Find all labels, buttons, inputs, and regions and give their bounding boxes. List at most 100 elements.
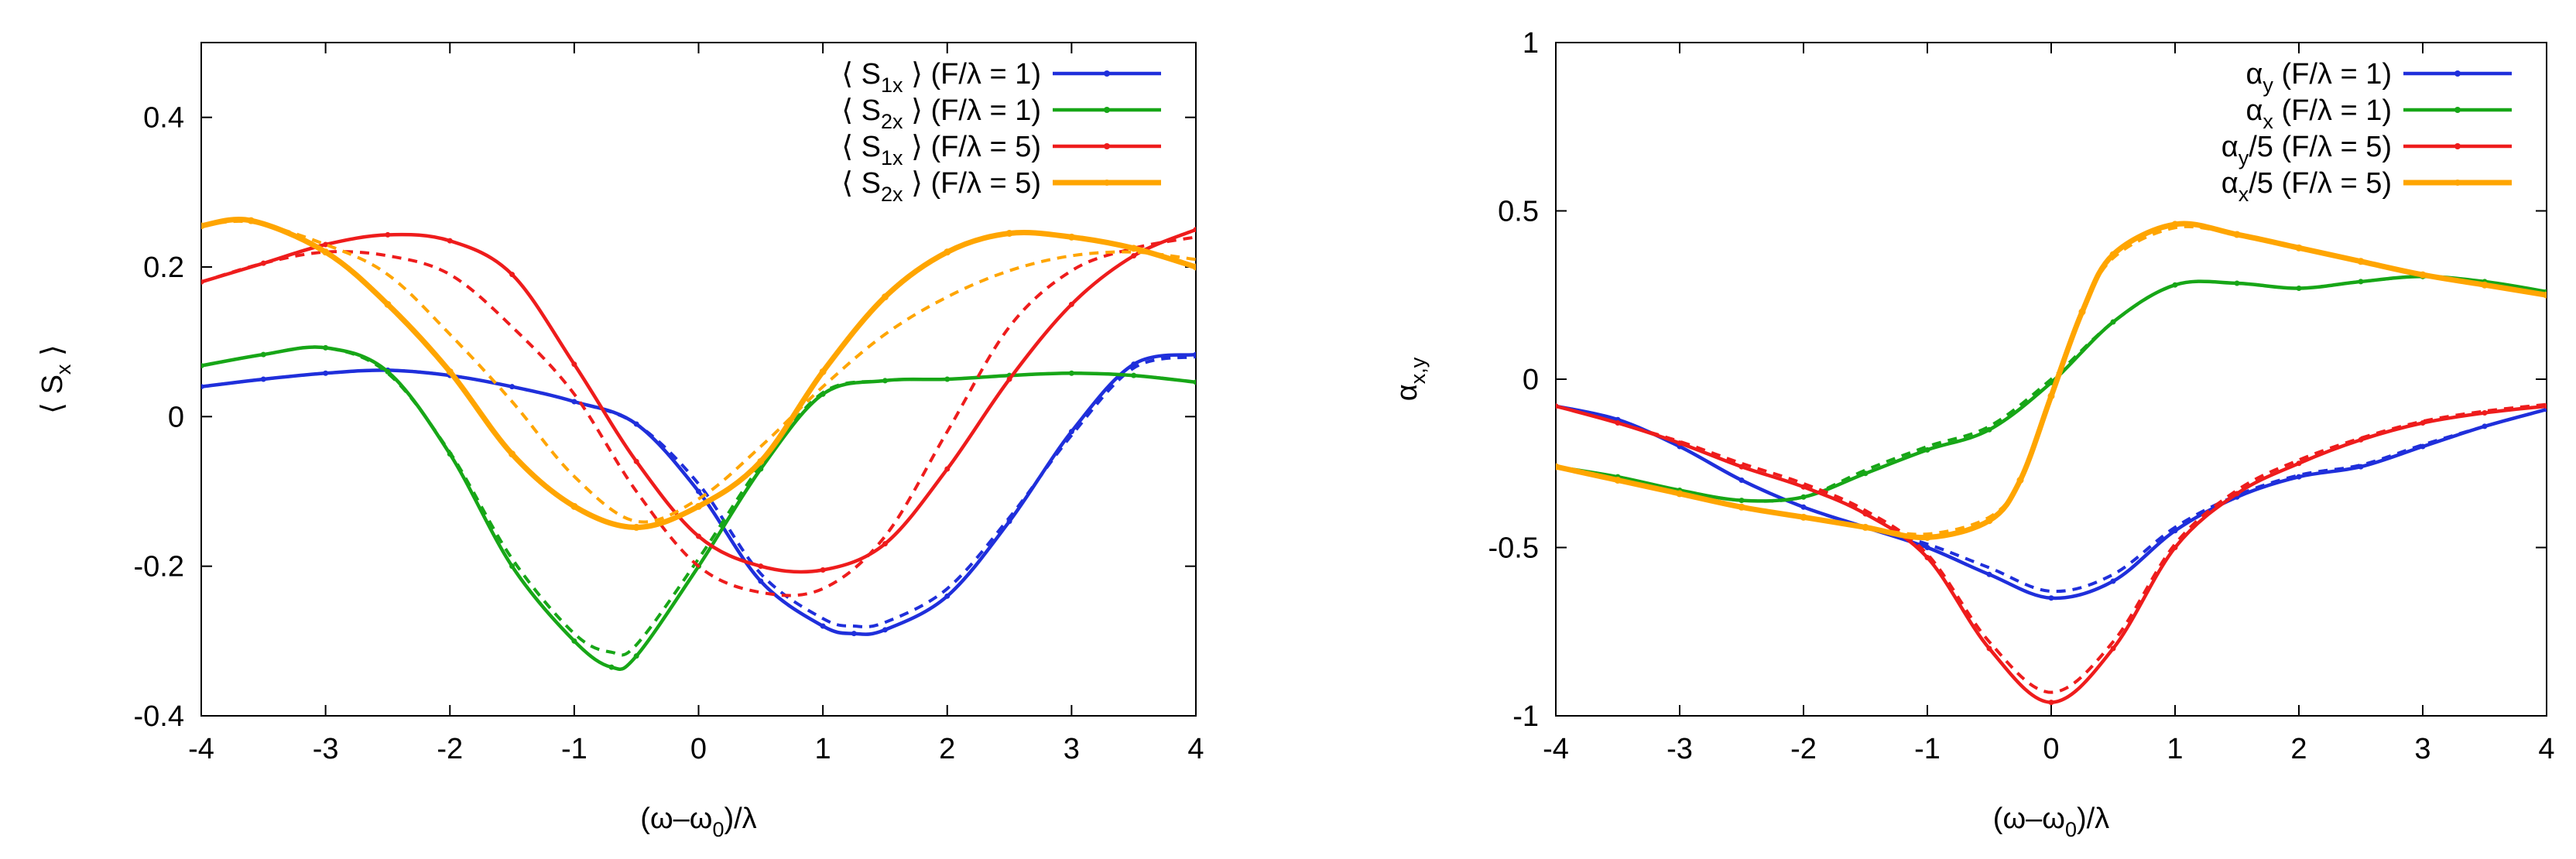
data-point bbox=[2109, 251, 2117, 258]
data-point bbox=[881, 293, 889, 301]
x-tick-label: -1 bbox=[1914, 733, 1941, 765]
data-point bbox=[1005, 230, 1013, 237]
x-tick-label: -4 bbox=[1543, 733, 1569, 765]
data-point bbox=[447, 238, 453, 244]
data-point bbox=[758, 466, 764, 472]
legend-label: ⟨ S2x ⟩ (F/λ = 1) bbox=[841, 94, 1041, 133]
data-point bbox=[882, 378, 888, 384]
data-point bbox=[1924, 555, 1930, 561]
x-tick-label: 2 bbox=[939, 733, 955, 765]
data-point bbox=[447, 451, 453, 457]
data-point bbox=[1193, 351, 1196, 358]
data-point bbox=[633, 421, 639, 427]
data-point bbox=[633, 458, 639, 464]
x-tick-label: 0 bbox=[2043, 733, 2059, 765]
x-tick-label: 1 bbox=[2167, 733, 2183, 765]
data-point bbox=[509, 384, 516, 390]
data-point bbox=[509, 272, 516, 278]
data-point bbox=[695, 502, 702, 510]
data-point bbox=[1068, 301, 1074, 307]
y-tick-label: 1 bbox=[1523, 27, 1539, 60]
data-point bbox=[758, 578, 764, 584]
data-point bbox=[1677, 440, 1683, 447]
data-point bbox=[201, 363, 204, 369]
legend-marker bbox=[2454, 107, 2461, 113]
plot-frame bbox=[200, 42, 1197, 717]
data-point bbox=[1924, 447, 1930, 453]
data-point bbox=[608, 664, 615, 670]
data-point bbox=[1193, 379, 1196, 385]
data-point bbox=[2357, 258, 2365, 265]
x-tick-label: -2 bbox=[1790, 733, 1817, 765]
series-group bbox=[201, 217, 1196, 671]
data-point bbox=[2110, 578, 2116, 584]
data-point bbox=[1676, 490, 1684, 498]
data-point bbox=[1192, 263, 1196, 271]
data-point bbox=[260, 260, 266, 266]
legend-label: αy/5 (F/λ = 5) bbox=[2221, 131, 2392, 169]
data-point bbox=[2296, 474, 2302, 480]
data-point bbox=[2172, 282, 2178, 288]
series-dashed-line bbox=[201, 235, 1196, 597]
data-point bbox=[2296, 460, 2302, 467]
data-point bbox=[758, 563, 764, 570]
legend-label: αx (F/λ = 1) bbox=[2245, 94, 2392, 133]
data-point bbox=[1738, 477, 1745, 483]
data-point bbox=[2110, 319, 2116, 325]
data-point bbox=[1862, 523, 1869, 531]
data-point bbox=[1614, 477, 1622, 484]
x-axis-label: (ω–ω0)/λ bbox=[1993, 803, 2109, 841]
y-tick-label: -1 bbox=[1512, 700, 1539, 733]
data-point bbox=[2420, 420, 2426, 426]
data-point bbox=[2172, 545, 2178, 550]
x-tick-label: 0 bbox=[690, 733, 707, 765]
x-tick-label: -3 bbox=[313, 733, 339, 765]
data-point bbox=[696, 533, 701, 539]
y-axis-label: ⟨ Sx ⟩ bbox=[36, 344, 75, 414]
x-tick-label: 4 bbox=[1187, 733, 1204, 765]
data-point bbox=[1923, 533, 1931, 541]
data-point bbox=[757, 457, 765, 465]
data-point bbox=[2016, 477, 2024, 484]
data-point bbox=[2048, 700, 2054, 706]
data-point bbox=[1738, 498, 1745, 504]
data-point bbox=[820, 623, 826, 629]
data-point bbox=[632, 523, 640, 531]
data-point bbox=[2481, 281, 2489, 289]
y-tick-label: -0.4 bbox=[134, 700, 184, 733]
data-point bbox=[570, 502, 578, 510]
data-point bbox=[201, 222, 205, 230]
data-point bbox=[2358, 279, 2364, 285]
data-point bbox=[1985, 517, 1993, 525]
x-axis-label: (ω–ω0)/λ bbox=[640, 803, 756, 841]
data-point bbox=[509, 563, 516, 570]
x-tick-label: 4 bbox=[2538, 733, 2554, 765]
data-point bbox=[1986, 426, 1992, 433]
data-point bbox=[1862, 471, 1869, 477]
data-point bbox=[1068, 429, 1074, 435]
data-point bbox=[1556, 403, 1559, 409]
x-tick-label: -2 bbox=[437, 733, 463, 765]
data-point bbox=[384, 300, 392, 308]
data-point bbox=[696, 488, 701, 495]
y-tick-label: 0.4 bbox=[143, 102, 184, 135]
data-point bbox=[882, 627, 888, 633]
data-point bbox=[882, 541, 888, 547]
data-point bbox=[2047, 392, 2055, 400]
data-point bbox=[509, 450, 516, 458]
data-point bbox=[1615, 420, 1621, 426]
legend-label: ⟨ S2x ⟩ (F/λ = 5) bbox=[841, 167, 1041, 206]
data-point bbox=[2419, 271, 2427, 279]
data-point bbox=[2078, 308, 2086, 316]
x-tick-label: 3 bbox=[2414, 733, 2430, 765]
legend-label: αx/5 (F/λ = 5) bbox=[2221, 167, 2392, 206]
x-tick-label: -4 bbox=[188, 733, 214, 765]
data-point bbox=[944, 466, 951, 472]
panel-right: -4 -3 -2 -1 0 1 2 3 4 -1 -0.5 0 0.5 1 (ω–ω0)/λ αx,y αy (… bbox=[1391, 27, 2555, 841]
data-point bbox=[944, 248, 951, 256]
data-point bbox=[2482, 423, 2488, 430]
data-point bbox=[1068, 370, 1074, 376]
data-point bbox=[2295, 244, 2303, 252]
data-point bbox=[2233, 231, 2241, 238]
